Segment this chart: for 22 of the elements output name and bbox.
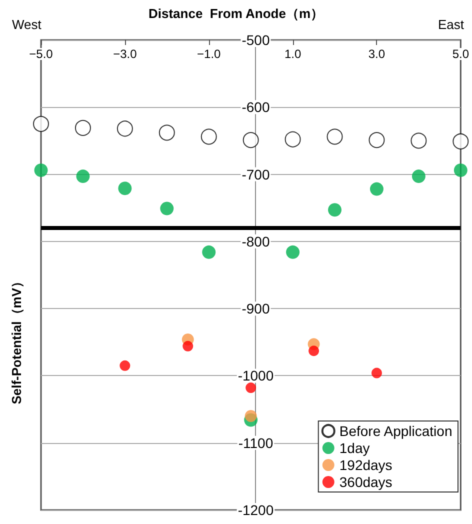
x-tick-label: −3.0 bbox=[113, 47, 138, 61]
legend-label: Before Application bbox=[339, 423, 452, 439]
legend-label: 1day bbox=[339, 440, 370, 456]
y-tick-label: -700 bbox=[242, 166, 270, 182]
y-tick-label: -1100 bbox=[238, 434, 274, 451]
x-axis-title: Distance From Anode（m） bbox=[148, 6, 324, 21]
legend-label: 192days bbox=[339, 457, 392, 473]
y-tick-label: -1000 bbox=[238, 368, 274, 384]
y-tick-label: -1200 bbox=[238, 502, 274, 518]
y-axis-title: Self-Potential（mV） bbox=[9, 275, 24, 404]
y-tick-label: -500 bbox=[242, 32, 270, 48]
y-tick-label: -800 bbox=[242, 233, 270, 250]
x-tick-label: 5.0 bbox=[452, 47, 470, 61]
y-tick-label: -900 bbox=[242, 300, 270, 317]
x-tick-label: 3.0 bbox=[368, 47, 386, 61]
y-tick-label: -600 bbox=[242, 99, 270, 116]
x-tick-label: −1.0 bbox=[197, 47, 222, 61]
x-tick-label: 1.0 bbox=[284, 47, 302, 61]
text: East bbox=[438, 17, 464, 32]
x-tick-label: −5.0 bbox=[29, 47, 54, 61]
legend-label: 360days bbox=[339, 474, 392, 490]
text: West bbox=[12, 17, 42, 32]
